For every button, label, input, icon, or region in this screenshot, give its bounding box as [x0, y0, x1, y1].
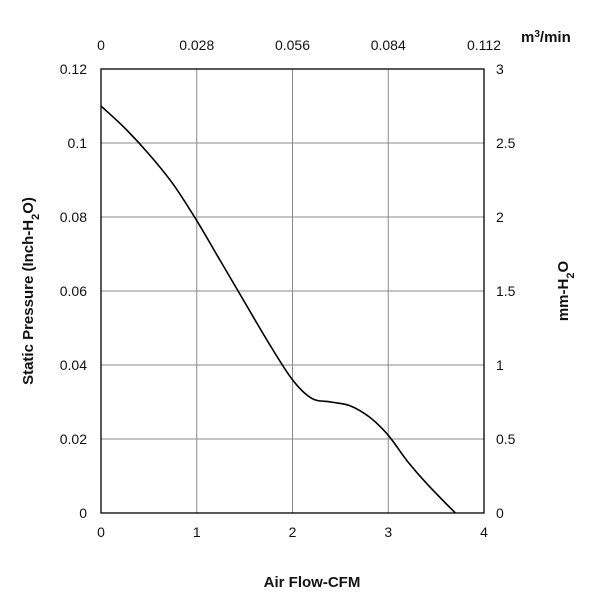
x-tick-label: 2	[289, 524, 297, 540]
x-tick-label: 3	[384, 524, 392, 540]
x-tick-label: 0	[97, 524, 105, 540]
x2-axis-title: m3/min	[521, 29, 571, 47]
x-axis-title: Air Flow-CFM	[264, 574, 361, 591]
y-tick-label: 0.1	[68, 135, 88, 151]
pressure-flow-curve	[100, 105, 456, 514]
x-tick-label: 1	[193, 524, 201, 540]
plot-frame	[100, 68, 485, 514]
y-tick-label: 0.12	[60, 61, 87, 77]
x2-axis-ticks: 0 0.028 0.056 0.084 0.112	[97, 37, 501, 53]
y-tick-label: 0.02	[60, 431, 87, 447]
x2-tick-label: 0	[97, 37, 105, 53]
x2-tick-label: 0.056	[275, 37, 310, 53]
y2-axis-ticks: 0 0.5 1 1.5 2 2.5 3	[496, 61, 516, 521]
x-tick-label: 4	[480, 524, 488, 540]
y-tick-label: 0	[79, 505, 87, 521]
x2-tick-label: 0.028	[179, 37, 214, 53]
y2-tick-label: 1.5	[496, 283, 516, 299]
y2-tick-label: 2	[496, 209, 504, 225]
grid-lines	[101, 69, 484, 513]
y-axis-title: Static Pressure (Inch-H2O)	[20, 197, 42, 385]
x2-tick-label: 0.084	[371, 37, 406, 53]
y-tick-label: 0.06	[60, 283, 87, 299]
y-tick-label: 0.04	[60, 357, 87, 373]
y2-tick-label: 1	[496, 357, 504, 373]
x2-tick-label: 0.112	[467, 37, 501, 53]
y-tick-label: 0.08	[60, 209, 87, 225]
y2-tick-label: 0	[496, 505, 504, 521]
y2-tick-label: 0.5	[496, 431, 516, 447]
y2-tick-label: 3	[496, 61, 504, 77]
y2-axis-title: mm-H2O	[555, 261, 577, 322]
y2-tick-label: 2.5	[496, 135, 516, 151]
y-axis-ticks: 0 0.02 0.04 0.06 0.08 0.1 0.12	[60, 61, 87, 521]
x-axis-ticks: 0 1 2 3 4	[97, 524, 488, 540]
series-layer	[100, 105, 456, 514]
